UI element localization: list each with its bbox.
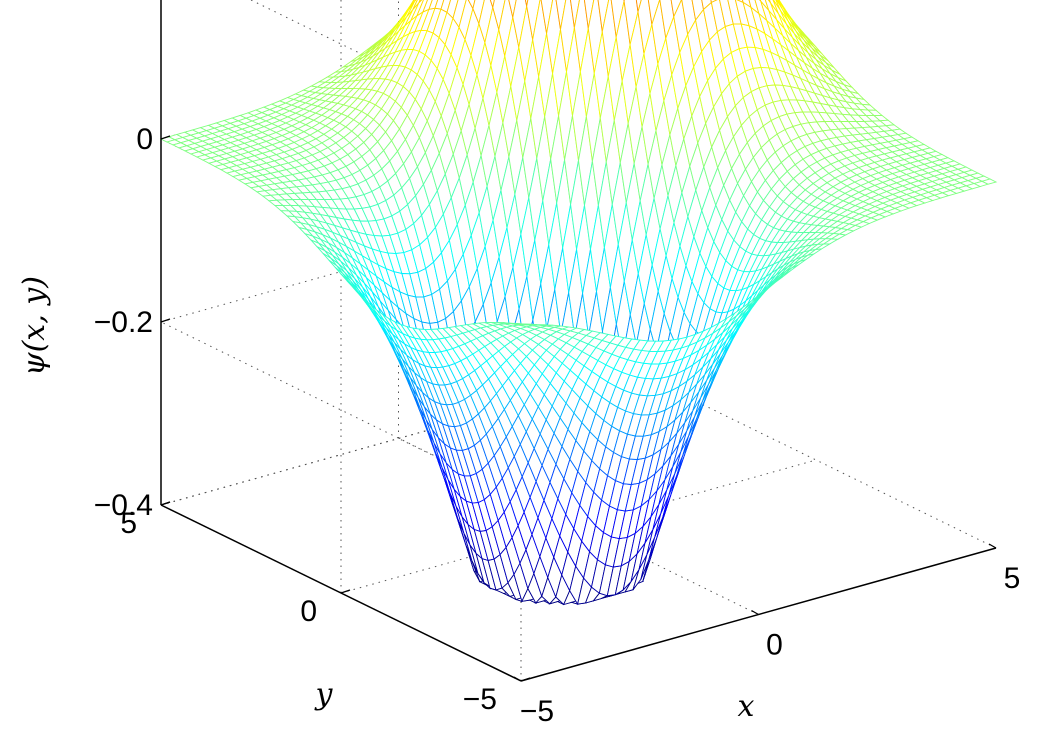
y-tick-mark <box>340 589 351 594</box>
x-tick-label: 5 <box>1004 562 1021 595</box>
z-axis-label: ψ(x, y) <box>17 276 52 376</box>
surface-cell <box>422 0 433 13</box>
surface-cell <box>412 0 421 10</box>
surface-cell <box>414 0 417 2</box>
x-tick-label: 0 <box>766 629 783 662</box>
surface-cell <box>489 0 495 10</box>
surface-cell <box>446 0 459 20</box>
z-tick-label: 0 <box>136 123 153 156</box>
x-tick-label: −5 <box>520 695 554 728</box>
z-tick-label: −0.2 <box>94 306 153 339</box>
surface-mesh <box>159 0 998 606</box>
x-axis-label: x <box>738 689 755 724</box>
surface-cell <box>440 0 452 13</box>
z-tick-mark <box>160 318 171 323</box>
y-tick-mark <box>160 501 171 506</box>
surface-cell <box>418 0 423 4</box>
x-tick-mark <box>751 609 759 616</box>
y-axis-label: y <box>314 677 334 712</box>
surface-cell <box>416 0 428 17</box>
x-tick-mark <box>988 543 997 549</box>
surface-cell <box>428 0 439 10</box>
y-tick-label: −5 <box>463 683 497 716</box>
y-tick-label: 0 <box>300 595 317 628</box>
x-tick-mark <box>513 676 522 682</box>
surface-cell <box>508 0 517 18</box>
y-tick-label: 5 <box>120 507 137 540</box>
